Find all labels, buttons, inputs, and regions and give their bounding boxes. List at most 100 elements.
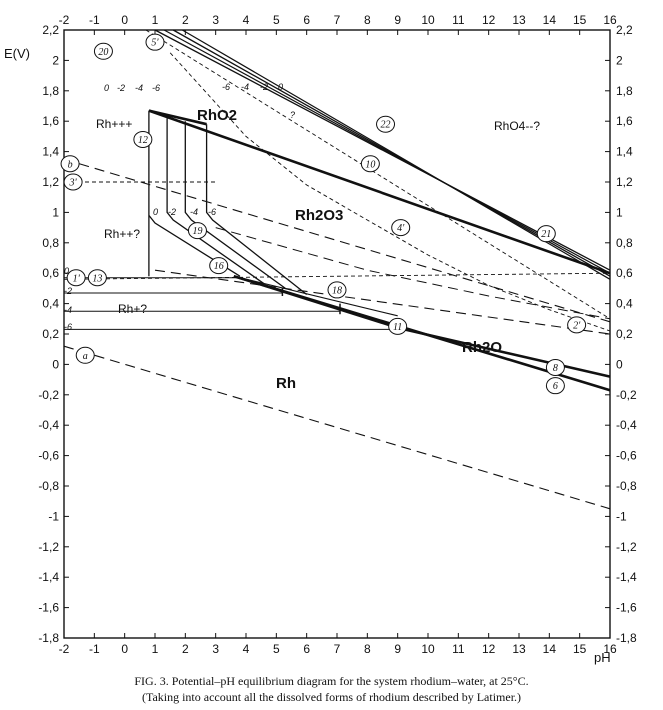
line-number-badge — [327, 281, 347, 299]
x-tick-label-top: 13 — [512, 13, 526, 27]
region-rh2plus: Rh++? — [104, 227, 140, 241]
line-number-badge — [391, 219, 411, 237]
line-number-label: 6 — [553, 381, 558, 392]
boundary-line — [215, 227, 611, 320]
conc-mid-6: -6 — [208, 207, 216, 217]
line-2p — [154, 269, 611, 335]
x-tick-label-top: -2 — [59, 13, 70, 27]
x-tick-label-top: 12 — [482, 13, 496, 27]
line-number-label: 12 — [138, 135, 148, 146]
line-number-badge — [545, 358, 565, 376]
x-tick-label-top: 15 — [573, 13, 587, 27]
y-tick-label-left: -0,8 — [38, 479, 59, 493]
boundary-line — [148, 214, 241, 277]
x-tick-label-top: 14 — [543, 13, 557, 27]
y-tick-label-right: -0,4 — [616, 418, 637, 432]
y-tick-label-right: -1,6 — [616, 601, 637, 615]
x-tick-label-bottom: 10 — [421, 642, 435, 656]
line-number-badge — [388, 317, 408, 335]
x-tick-label-bottom: 1 — [152, 642, 159, 656]
line-a — [63, 345, 611, 510]
y-tick-label-right: 2,2 — [616, 23, 633, 37]
conc-tr-2: -2 — [260, 82, 268, 92]
x-tick-label-top: 11 — [452, 13, 465, 27]
y-tick-label-right: -0,8 — [616, 479, 637, 493]
y-tick-label-left: 0,6 — [42, 266, 59, 280]
x-tick-label-bottom: 6 — [303, 642, 310, 656]
line-22 — [154, 29, 611, 271]
x-tick-label-bottom: 11 — [452, 642, 465, 656]
line-number-label: 5' — [151, 38, 159, 49]
boundary-line — [148, 109, 207, 126]
line-number-badge — [209, 257, 229, 275]
conc-tr-0: 0 — [278, 82, 283, 92]
line-number-badge — [75, 346, 95, 364]
y-tick-label-left: -1 — [48, 509, 59, 523]
boundary-line — [233, 275, 399, 329]
line-number-label: 8 — [553, 363, 558, 374]
equilibrium-lines — [63, 29, 611, 510]
region-rh: Rh — [276, 375, 296, 392]
conc-top-0: 0 — [104, 83, 109, 93]
conc-mid-0: 0 — [153, 207, 158, 217]
line-number-label: 11 — [393, 322, 402, 333]
region-rh2o: Rh2O — [462, 339, 502, 356]
y-tick-label-left: -1,8 — [38, 631, 59, 645]
y-tick-label-right: 2 — [616, 53, 623, 67]
figure-subcaption: (Taking into account all the dissolved f… — [141, 690, 522, 704]
x-tick-label-bottom: -2 — [59, 642, 70, 656]
y-tick-label-left: -1,2 — [38, 540, 59, 554]
x-tick-label-bottom: 9 — [394, 642, 401, 656]
y-tick-label-left: 1,6 — [42, 114, 59, 128]
region-rho4: RhO4--? — [494, 119, 540, 133]
x-tick-label-bottom: 15 — [573, 642, 587, 656]
axis-ticks: -2-2-1-100112233445566778899101011111212… — [38, 13, 637, 656]
y-tick-label-right: -1,2 — [616, 540, 637, 554]
conc-top-4: -4 — [135, 83, 143, 93]
y-tick-label-left: 1,4 — [42, 145, 59, 159]
line-number-label: 4' — [397, 223, 405, 234]
y-tick-label-left: 1,8 — [42, 84, 59, 98]
y-tick-label-left: 1,2 — [42, 175, 59, 189]
region-rho2: RhO2 — [197, 107, 237, 124]
conc-left-6: -6 — [64, 322, 72, 332]
x-tick-label-bottom: 8 — [364, 642, 371, 656]
x-tick-label-top: 7 — [334, 13, 341, 27]
x-tick-label-bottom: 16 — [603, 642, 617, 656]
x-tick-label-bottom: 2 — [182, 642, 189, 656]
y-tick-label-left: 0,2 — [42, 327, 59, 341]
line-number-badge — [545, 377, 565, 395]
y-tick-label-left: -0,4 — [38, 418, 59, 432]
x-tick-label-bottom: 14 — [543, 642, 557, 656]
line-number-badge — [133, 130, 153, 148]
figure-caption: FIG. 3. Potential–pH equilibrium diagram… — [134, 674, 529, 688]
y-tick-label-left: -0,6 — [38, 449, 59, 463]
x-tick-label-bottom: 4 — [243, 642, 250, 656]
x-tick-label-top: 1 — [152, 13, 159, 27]
line-number-badge — [145, 33, 165, 51]
line-number-badge — [536, 225, 556, 243]
y-tick-label-right: 0,6 — [616, 266, 633, 280]
y-tick-label-right: -0,6 — [616, 449, 637, 463]
x-tick-label-top: 9 — [394, 13, 401, 27]
y-axis-title: E(V) — [4, 46, 30, 61]
conc-mid-2: -2 — [168, 207, 176, 217]
line-number-label: a — [83, 351, 88, 362]
conc-left-0: 0 — [64, 266, 69, 276]
y-tick-label-left: -1,4 — [38, 570, 59, 584]
boundary-line — [169, 52, 611, 332]
x-tick-label-bottom: 12 — [482, 642, 496, 656]
conc-top-2: -2 — [117, 83, 125, 93]
conc-left-4: -4 — [64, 305, 72, 315]
potential-ph-diagram: -2-2-1-100112233445566778899101011111212… — [4, 13, 637, 665]
x-tick-label-top: 5 — [273, 13, 280, 27]
line-number-labels: 20 5' 22 10 12 b 3' 19 16 4' 21 1' 13 18 11 2' a 8 6 — [60, 33, 587, 395]
x-tick-label-top: 10 — [421, 13, 435, 27]
y-tick-label-right: 0,8 — [616, 236, 633, 250]
conc-question: ? — [290, 110, 295, 120]
y-tick-label-right: 1,4 — [616, 145, 633, 159]
boundary-line — [233, 275, 398, 317]
x-tick-label-bottom: 5 — [273, 642, 280, 656]
y-tick-label-left: 0 — [52, 357, 59, 371]
x-tick-label-top: 3 — [212, 13, 219, 27]
